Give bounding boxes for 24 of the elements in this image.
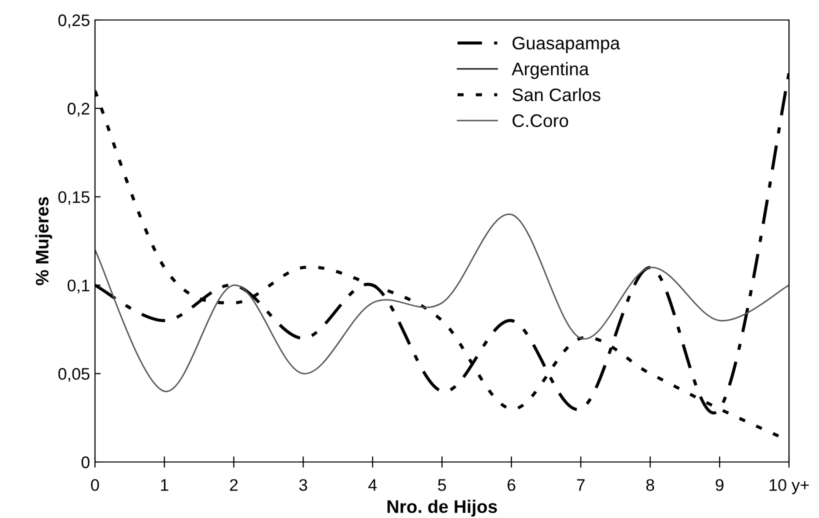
x-tick-label: 7 xyxy=(577,479,585,491)
line-series xyxy=(95,214,789,392)
y-tick-label: 0,2 xyxy=(68,102,90,117)
x-tick-label: 0 xyxy=(91,479,99,491)
x-tick-label: 10 y+ xyxy=(770,479,809,494)
x-tick-label: 2 xyxy=(230,479,238,491)
y-tick-label: 0,25 xyxy=(58,14,90,28)
x-axis-title: Nro. de Hijos xyxy=(388,500,497,517)
legend-label: San Carlos xyxy=(512,88,600,102)
x-tick-label: 9 xyxy=(716,479,724,491)
y-tick-label: 0 xyxy=(82,456,90,468)
y-tick-label: 0,15 xyxy=(58,191,90,205)
legend-label: Argentina xyxy=(512,62,589,79)
y-axis-title: % Mujeres xyxy=(35,197,52,286)
y-tick-label: 0,1 xyxy=(68,280,90,294)
legend-label: C.Coro xyxy=(512,114,568,128)
legend-label: Guasapampa xyxy=(512,36,620,54)
x-tick-label: 8 xyxy=(646,479,654,491)
x-tick-label: 3 xyxy=(299,479,308,491)
x-tick-label: 4 xyxy=(368,479,377,491)
x-tick-label: 5 xyxy=(438,479,446,491)
x-tick-label: 1 xyxy=(161,479,168,491)
y-tick-label: 0,05 xyxy=(58,368,90,382)
x-tick-label: 6 xyxy=(508,479,516,491)
